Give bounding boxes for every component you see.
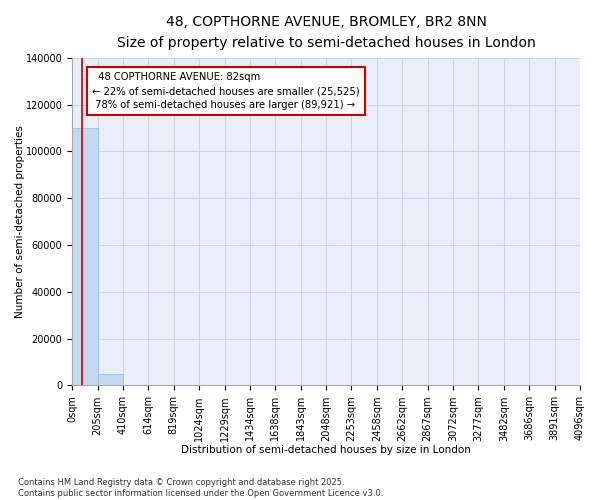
Bar (98, 374, 123, 386)
Text: Contains HM Land Registry data © Crown copyright and database right 2025.
Contai: Contains HM Land Registry data © Crown c… (18, 478, 383, 498)
Title: 48, COPTHORNE AVENUE, BROMLEY, BR2 8NN
Size of property relative to semi-detache: 48, COPTHORNE AVENUE, BROMLEY, BR2 8NN S… (117, 15, 535, 50)
Bar (72, 128, 98, 386)
X-axis label: Distribution of semi-detached houses by size in London: Distribution of semi-detached houses by … (181, 445, 471, 455)
Y-axis label: Number of semi-detached properties: Number of semi-detached properties (15, 125, 25, 318)
Text: 48 COPTHORNE AVENUE: 82sqm
← 22% of semi-detached houses are smaller (25,525)
 7: 48 COPTHORNE AVENUE: 82sqm ← 22% of semi… (92, 72, 360, 110)
Bar (123, 385, 148, 386)
